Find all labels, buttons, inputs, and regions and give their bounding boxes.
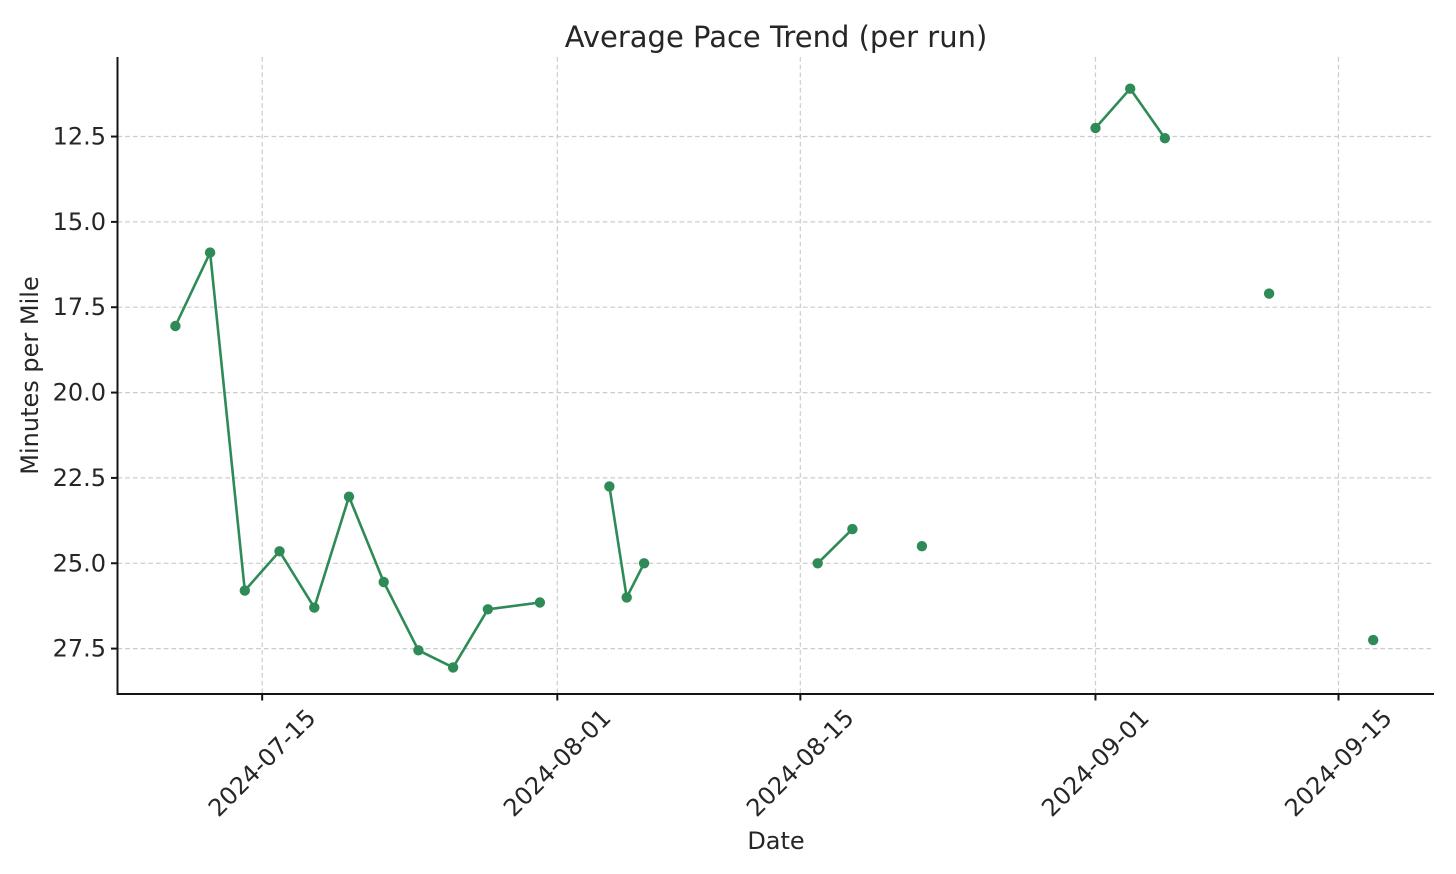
- x-tick-label: 2024-09-01: [1036, 704, 1154, 822]
- data-point: [621, 592, 632, 603]
- y-tick-label: 12.5: [53, 123, 106, 151]
- data-point: [812, 558, 823, 569]
- data-point: [916, 541, 928, 552]
- data-point: [239, 585, 250, 596]
- x-axis-label: Date: [747, 827, 804, 855]
- trend-line-segment: [608, 485, 646, 599]
- y-tick-label: 27.5: [53, 635, 106, 663]
- data-point: [847, 523, 858, 535]
- data-point: [1090, 122, 1101, 134]
- series-layer: [170, 83, 1379, 673]
- data-point: [604, 481, 615, 492]
- data-point: [638, 558, 650, 569]
- grid-layer: [117, 57, 1434, 694]
- data-point: [170, 320, 181, 332]
- data-point: [204, 247, 216, 258]
- y-tick-label: 22.5: [53, 464, 106, 492]
- y-tick-label: 15.0: [53, 208, 106, 236]
- data-point: [1263, 288, 1275, 299]
- y-tick-label: 25.0: [53, 549, 106, 577]
- x-tick-label: 2024-08-01: [498, 704, 616, 822]
- x-tick-label: 2024-08-15: [741, 704, 859, 822]
- data-point: [534, 597, 546, 608]
- data-point: [413, 645, 424, 656]
- data-point: [1125, 83, 1136, 94]
- data-point: [482, 604, 494, 615]
- y-tick-label: 17.5: [53, 293, 106, 321]
- trend-line-segment: [1094, 87, 1167, 140]
- data-point: [1368, 634, 1379, 646]
- data-point: [1159, 133, 1171, 144]
- y-tick-label: 20.0: [53, 379, 106, 407]
- data-point: [309, 602, 320, 613]
- data-point: [343, 491, 355, 502]
- axes-layer: 12.5 15.0 17.5 20.0 22.5 25.0 27.5 2024-07-15 20…: [53, 57, 1434, 822]
- trend-line-segment: [816, 527, 854, 565]
- y-axis-label: Minutes per Mile: [16, 276, 44, 474]
- data-point: [378, 576, 389, 588]
- data-point: [274, 546, 285, 557]
- x-tick-label: 2024-09-15: [1279, 704, 1397, 822]
- chart-title: Average Pace Trend (per run): [565, 20, 988, 54]
- data-point: [447, 662, 459, 673]
- x-tick-label: 2024-07-15: [203, 704, 321, 822]
